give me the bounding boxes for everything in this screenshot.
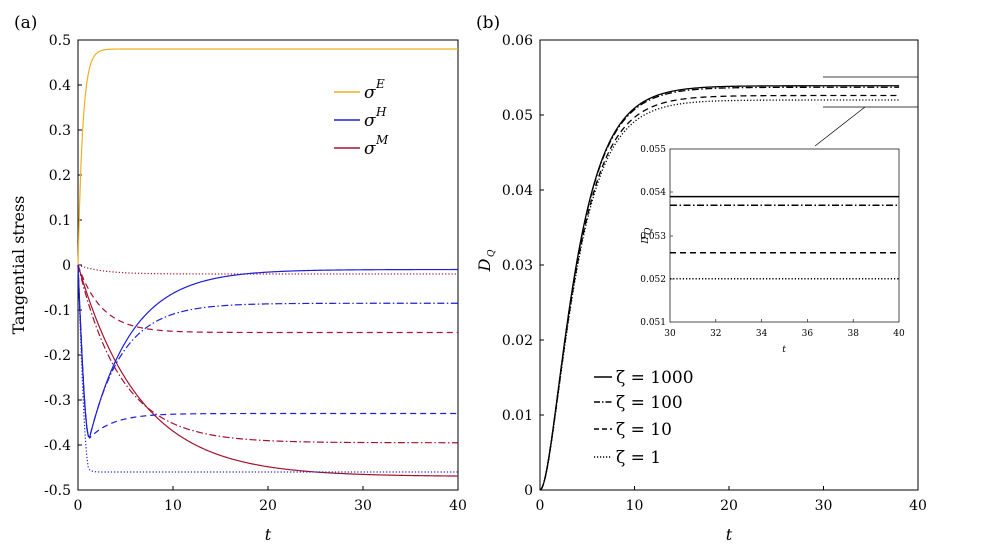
panel-b-label: (b) — [476, 13, 500, 33]
panel-a-ytick-label: 0.2 — [49, 168, 71, 184]
panel-b: (b) D Q t 0.06 0.05 0.04 0.03 0.02 0.01 … — [475, 13, 927, 544]
inset-ylabel-main: D — [641, 236, 651, 244]
panel-b-yticks: 0.06 0.05 0.04 0.03 0.02 0.01 0 — [502, 33, 533, 499]
panel-a-label: (a) — [14, 13, 37, 33]
series-sigma-h-zeta-1 — [77, 264, 458, 473]
panel-a-xtick-label: 0 — [74, 498, 83, 514]
legend-label-sigma-m: σ — [364, 139, 376, 159]
panel-a-ytick-label: 0.4 — [49, 78, 71, 94]
inset-ytick-label: 0.051 — [640, 318, 666, 328]
panel-a-series — [77, 48, 459, 477]
series-sigma-m-zeta-10 — [77, 264, 458, 334]
panel-a-ytick-label: -0.4 — [44, 438, 71, 454]
panel-b-ytick-label: 0.06 — [502, 33, 533, 49]
series-sigma-m-zeta-100 — [77, 264, 459, 444]
legend-sup-sigma-m: M — [375, 133, 389, 147]
legend-label-zeta-100: ζ = 100 — [616, 393, 683, 413]
panel-a-ytick-label: 0 — [62, 258, 71, 274]
legend-label-zeta-1000: ζ = 1000 — [616, 368, 694, 388]
panel-a-ytick-label: 0.1 — [49, 213, 71, 229]
panel-b-ytick-label: 0.04 — [502, 183, 533, 199]
legend-sup-sigma-h: H — [375, 105, 387, 119]
panel-b-zoom-indicator — [814, 76, 918, 147]
inset-tick-marks — [670, 191, 854, 322]
legend-sup-sigma-e: E — [375, 77, 385, 91]
panel-a-yticks: 0.5 0.4 0.3 0.2 0.1 0 -0.1 -0.2 -0.3 -0.… — [44, 33, 71, 499]
panel-b-tick-marks — [540, 114, 824, 490]
panel-a-ytick-label: 0.5 — [49, 33, 71, 49]
inset-ylabel: D Q — [641, 227, 654, 245]
panel-a: (a) Tangential stress t 0.5 0.4 0.3 0.2 … — [9, 13, 467, 544]
panel-b-ytick-label: 0.05 — [502, 108, 533, 124]
legend-label-zeta-1: ζ = 1 — [616, 448, 661, 468]
inset-series — [670, 195, 899, 280]
panel-b-xticks: 0 10 20 30 40 — [536, 498, 927, 514]
inset-xtick-label: 38 — [847, 329, 859, 339]
panel-a-xlabel: t — [265, 525, 272, 544]
series-sigma-m-zeta-1000 — [77, 264, 459, 477]
panel-a-axes-frame — [77, 39, 459, 491]
panel-b-ytick-label: 0 — [524, 483, 533, 499]
legend-label-zeta-10: ζ = 10 — [616, 420, 672, 440]
panel-a-xtick-label: 10 — [164, 498, 182, 514]
panel-b-ylabel-sub: Q — [487, 249, 497, 257]
series-dq-zeta-10 — [539, 94, 900, 491]
panel-a-ytick-label: 0.3 — [49, 123, 71, 139]
panel-b-xtick-label: 10 — [626, 498, 644, 514]
panel-a-ytick-label: -0.5 — [44, 483, 71, 499]
inset-yticks: 0.055 0.054 0.053 0.052 0.051 — [640, 145, 666, 328]
series-sigma-h-zeta-1000 — [77, 264, 458, 439]
panel-b-legend: ζ = 1000 ζ = 100 ζ = 10 ζ = 1 — [594, 368, 694, 468]
panel-b-xtick-label: 30 — [815, 498, 833, 514]
inset-xtick-label: 36 — [802, 329, 814, 339]
inset-xticks: 30 32 34 36 38 40 — [664, 329, 905, 339]
panel-a-legend: σ E σ H σ M — [334, 77, 389, 159]
panel-a-ytick-label: -0.2 — [44, 348, 71, 364]
inset-xtick-label: 34 — [756, 329, 768, 339]
panel-b-ylabel-main: D — [475, 258, 494, 272]
inset-ytick-label: 0.053 — [640, 232, 666, 242]
panel-b-series — [539, 85, 900, 491]
inset-ytick-label: 0.055 — [640, 145, 666, 155]
panel-b-xlabel: t — [726, 525, 733, 544]
panel-b-xtick-label: 20 — [720, 498, 738, 514]
panel-a-tick-marks — [78, 84, 364, 490]
inset-ylabel-sub: Q — [644, 227, 654, 235]
series-sigma-e — [77, 48, 458, 266]
inset-xtick-label: 40 — [893, 329, 905, 339]
panel-a-ytick-label: -0.1 — [44, 303, 71, 319]
panel-a-xtick-label: 20 — [259, 498, 277, 514]
panel-b-ylabel: D Q — [475, 249, 497, 272]
series-sigma-m-zeta-1 — [77, 264, 458, 275]
panel-b-ytick-label: 0.03 — [502, 258, 533, 274]
series-dq-zeta-100 — [539, 86, 900, 491]
inset-xtick-label: 32 — [710, 329, 721, 339]
panel-a-xtick-label: 30 — [354, 498, 372, 514]
legend-label-sigma-e: σ — [364, 83, 376, 103]
inset-frame — [669, 148, 900, 323]
inset-xtick-label: 30 — [664, 329, 676, 339]
panel-b-xtick-label: 0 — [536, 498, 545, 514]
series-sigma-h-zeta-100 — [77, 264, 458, 439]
panel-b-ytick-label: 0.01 — [502, 408, 533, 424]
inset-xlabel: t — [782, 345, 786, 355]
panel-b-xtick-label: 40 — [909, 498, 927, 514]
legend-label-sigma-h: σ — [364, 111, 376, 131]
panel-a-xtick-label: 40 — [449, 498, 467, 514]
panel-a-xticks: 0 10 20 30 40 — [74, 498, 467, 514]
inset-ytick-label: 0.054 — [640, 188, 666, 198]
series-sigma-h-zeta-10 — [77, 264, 458, 439]
panel-b-ytick-label: 0.02 — [502, 333, 533, 349]
panel-a-ytick-label: -0.3 — [44, 393, 71, 409]
panel-b-inset: 0.055 0.054 0.053 0.052 0.051 30 32 34 3… — [640, 145, 905, 355]
inset-ytick-label: 0.052 — [640, 275, 666, 285]
panel-a-ylabel: Tangential stress — [9, 196, 28, 335]
